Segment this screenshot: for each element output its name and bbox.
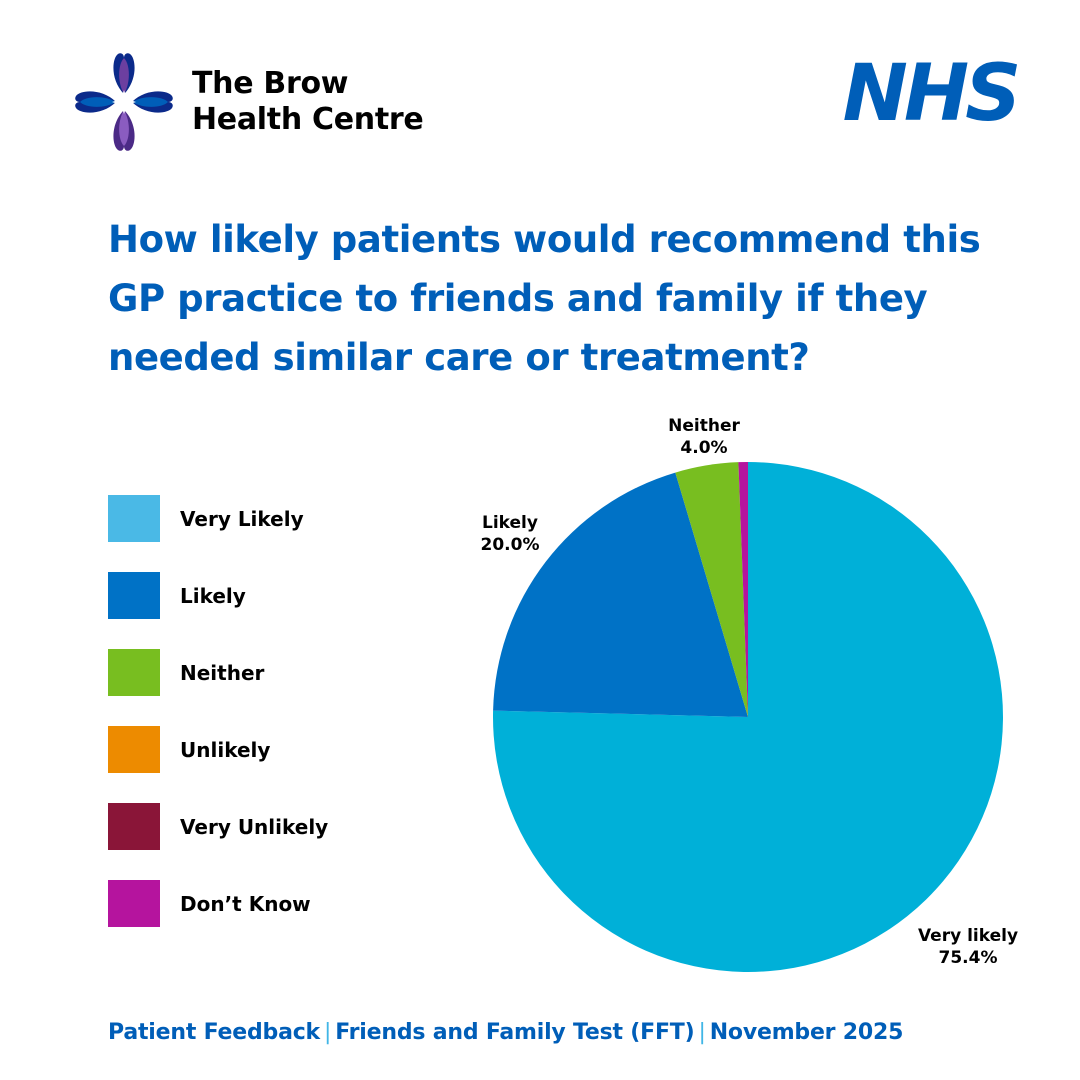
legend-swatch bbox=[108, 880, 160, 927]
logo-petal-bottom bbox=[113, 110, 135, 151]
title-line3: needed similar care or treatment? bbox=[108, 336, 810, 379]
legend-swatch bbox=[108, 803, 160, 850]
footer-patient-feedback: Patient Feedback bbox=[108, 1020, 320, 1045]
practice-name-line1: The Brow bbox=[192, 66, 349, 101]
pie-label-name: Very likely bbox=[918, 926, 1018, 946]
pie-slice-neither bbox=[675, 462, 748, 717]
pie-label-name: Neither bbox=[668, 416, 740, 436]
legend-label: Very Likely bbox=[180, 507, 304, 531]
legend-item: Neither bbox=[108, 649, 428, 697]
legend-swatch bbox=[108, 572, 160, 619]
legend-swatch bbox=[108, 726, 160, 773]
logo-petal-left bbox=[75, 91, 116, 113]
pie-label-name: Likely bbox=[482, 513, 538, 533]
legend-label: Unlikely bbox=[180, 738, 271, 762]
pie-label-value: 4.0% bbox=[680, 438, 727, 458]
footer-date: November 2025 bbox=[709, 1020, 904, 1045]
footer-separator: | bbox=[698, 1020, 706, 1045]
pie-label-value: 75.4% bbox=[939, 948, 998, 968]
legend-label: Very Unlikely bbox=[180, 815, 329, 839]
legend-item: Very Unlikely bbox=[108, 803, 428, 851]
pie-label-value: 20.0% bbox=[481, 535, 540, 555]
logo-petal-top bbox=[113, 53, 135, 94]
legend-label: Likely bbox=[180, 584, 246, 608]
pie-slice-likely bbox=[493, 472, 748, 717]
page-title: How likely patients would recommend this… bbox=[108, 210, 988, 387]
title-line2: GP practice to friends and family if the… bbox=[108, 277, 928, 320]
legend-item: Unlikely bbox=[108, 726, 428, 774]
footer-separator: | bbox=[324, 1020, 332, 1045]
footer-fft: Friends and Family Test (FFT) bbox=[335, 1020, 695, 1045]
logo-petal-right bbox=[132, 91, 173, 113]
legend-label: Don’t Know bbox=[180, 892, 311, 916]
pie-slice-very-likely bbox=[492, 462, 1003, 973]
legend-item: Likely bbox=[108, 572, 428, 620]
footer: Patient Feedback | Friends and Family Test… bbox=[108, 1020, 903, 1045]
legend-label: Neither bbox=[180, 661, 265, 685]
pie-slice-dont-know bbox=[738, 462, 748, 717]
practice-logo-icon bbox=[75, 53, 173, 151]
nhs-logo-text: NHS bbox=[842, 49, 1022, 139]
legend-item: Don’t Know bbox=[108, 880, 428, 928]
legend-swatch bbox=[108, 495, 160, 542]
nhs-logo: NHS bbox=[832, 50, 1028, 138]
title-line1: How likely patients would recommend this bbox=[108, 218, 981, 261]
practice-name-line2: Health Centre bbox=[192, 102, 424, 137]
practice-name: The Brow Health Centre bbox=[192, 66, 424, 138]
legend-item: Very Likely bbox=[108, 495, 428, 543]
legend-swatch bbox=[108, 649, 160, 696]
